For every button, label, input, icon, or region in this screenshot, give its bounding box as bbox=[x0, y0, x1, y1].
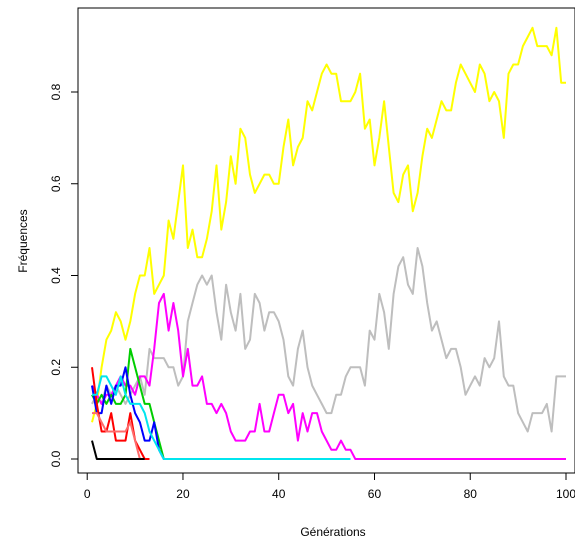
series-line-0 bbox=[91, 26, 566, 423]
x-tick-label: 0 bbox=[84, 487, 91, 501]
y-tick-label: 0.4 bbox=[49, 267, 63, 284]
series-line-2 bbox=[91, 292, 566, 460]
x-axis-label: Générations bbox=[300, 525, 365, 539]
x-tick-label: 60 bbox=[368, 487, 382, 501]
series-line-3 bbox=[91, 347, 174, 460]
series-line-8 bbox=[91, 440, 145, 460]
series-line-6 bbox=[92, 412, 145, 460]
x-tick-label: 20 bbox=[176, 487, 190, 501]
x-axis: 0 20 40 60 80 100 bbox=[84, 472, 575, 501]
y-tick-label: 0.2 bbox=[49, 359, 63, 376]
series-line-7 bbox=[92, 375, 351, 460]
series-line-1 bbox=[91, 247, 566, 433]
series-layer bbox=[91, 26, 566, 460]
series-line-4 bbox=[91, 366, 169, 460]
x-tick-label: 100 bbox=[556, 487, 575, 501]
y-tick-label: 0.6 bbox=[49, 175, 63, 192]
y-tick-label: 0.0 bbox=[49, 450, 63, 467]
x-tick-label: 80 bbox=[464, 487, 478, 501]
x-tick-label: 40 bbox=[272, 487, 286, 501]
y-axis: 0.0 0.2 0.4 0.6 0.8 bbox=[49, 83, 78, 467]
y-tick-label: 0.8 bbox=[49, 83, 63, 100]
series-line-5 bbox=[91, 367, 150, 460]
y-axis-label: Fréquences bbox=[16, 209, 30, 272]
